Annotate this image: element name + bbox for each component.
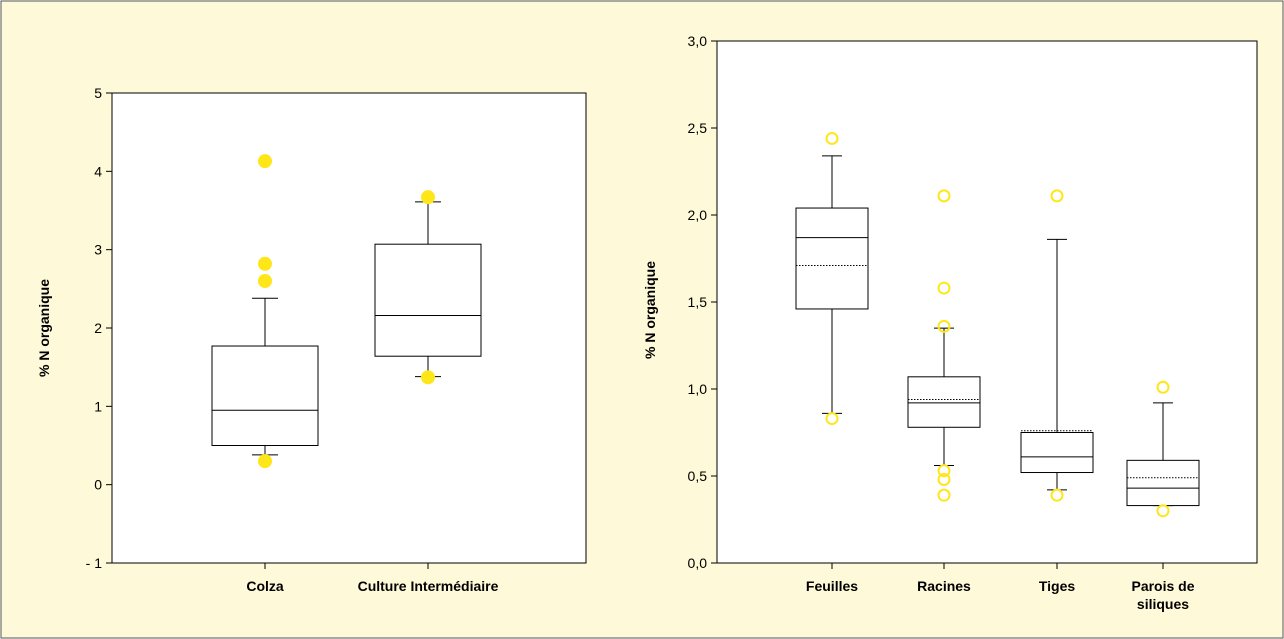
outlier-point (937, 319, 951, 333)
outlier-point (825, 131, 839, 145)
y-tick-label: 3,0 (688, 33, 708, 49)
chart-left: - 1 0 1 2 3 4 5 Colza Culture Intermédiaire % N … (36, 85, 587, 594)
x-tick-label: Parois de siliques (1131, 578, 1194, 612)
y-tick-label: 3 (94, 242, 102, 258)
outlier-point (825, 412, 839, 426)
plot-area-left (111, 92, 587, 564)
outlier-point (1156, 504, 1170, 518)
y-tick-label: - 1 (86, 555, 103, 571)
y-tick-label: 2,0 (688, 207, 708, 223)
outlier-point (937, 472, 951, 486)
y-axis-label-left: % N organique (36, 279, 52, 377)
y-tick-label: 1,0 (688, 381, 708, 397)
y-tick-label: 0,5 (688, 468, 708, 484)
box (374, 243, 482, 357)
outlier-point (421, 370, 435, 385)
x-tick-label: Culture Intermédiaire (358, 578, 499, 594)
outlier-point (258, 154, 272, 169)
outlier-point (937, 189, 951, 203)
outlier-point (258, 454, 272, 469)
box (795, 207, 869, 310)
y-tick-label: 0 (94, 477, 102, 493)
outlier-point (258, 274, 272, 288)
y-tick-label: 0,0 (688, 555, 708, 571)
y-tick-label: 2,5 (688, 120, 708, 136)
y-axis-label-right: % N organique (642, 261, 658, 359)
x-tick-label: Tiges (1039, 578, 1076, 594)
outlier-point (258, 256, 272, 271)
box (1126, 459, 1200, 507)
outlier-point (421, 190, 435, 205)
outlier-point (1156, 380, 1170, 394)
y-tick-label: 1 (94, 398, 102, 414)
outlier-point (937, 464, 951, 478)
y-tick-label: 5 (94, 85, 102, 101)
x-tick-label: Racines (917, 578, 971, 594)
box (1020, 432, 1094, 474)
y-tick-label: 1,5 (688, 294, 708, 310)
box (907, 376, 981, 428)
outlier-point (937, 281, 951, 295)
outlier-point (1050, 189, 1064, 203)
outlier-point (937, 488, 951, 502)
y-tick-label: 2 (94, 320, 102, 336)
y-tick-label: 4 (94, 163, 102, 179)
box (211, 345, 319, 446)
outlier-point (1050, 488, 1064, 502)
chart-right: 0,0 0,5 1,0 1,5 2,0 2,5 3,0 Feuilles Racines Tige… (642, 33, 1258, 612)
x-tick-label: Feuilles (806, 578, 858, 594)
x-tick-label: Colza (246, 578, 284, 594)
